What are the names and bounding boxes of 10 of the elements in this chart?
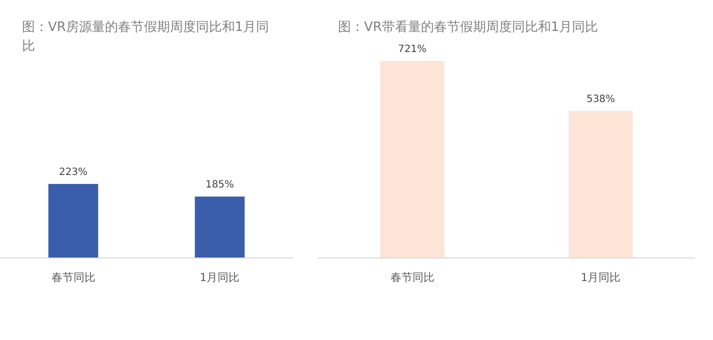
x-tick-label: 1月同比 [200, 271, 240, 284]
x-tick-label: 春节同比 [390, 271, 434, 284]
data-label: 223% [58, 166, 88, 178]
data-label: 538% [586, 94, 616, 105]
chart-title: 图：VR带看量的春节假期周度同比和1月同比 [338, 19, 598, 35]
chart-title: 图：VR房源量的春节假期周度同比和1月同比 [22, 19, 270, 54]
data-label: 185% [205, 180, 234, 191]
x-tick-label: 春节同比 [51, 271, 96, 284]
x-tick-label: 1月同比 [580, 271, 621, 284]
data-label: 721% [398, 44, 427, 55]
